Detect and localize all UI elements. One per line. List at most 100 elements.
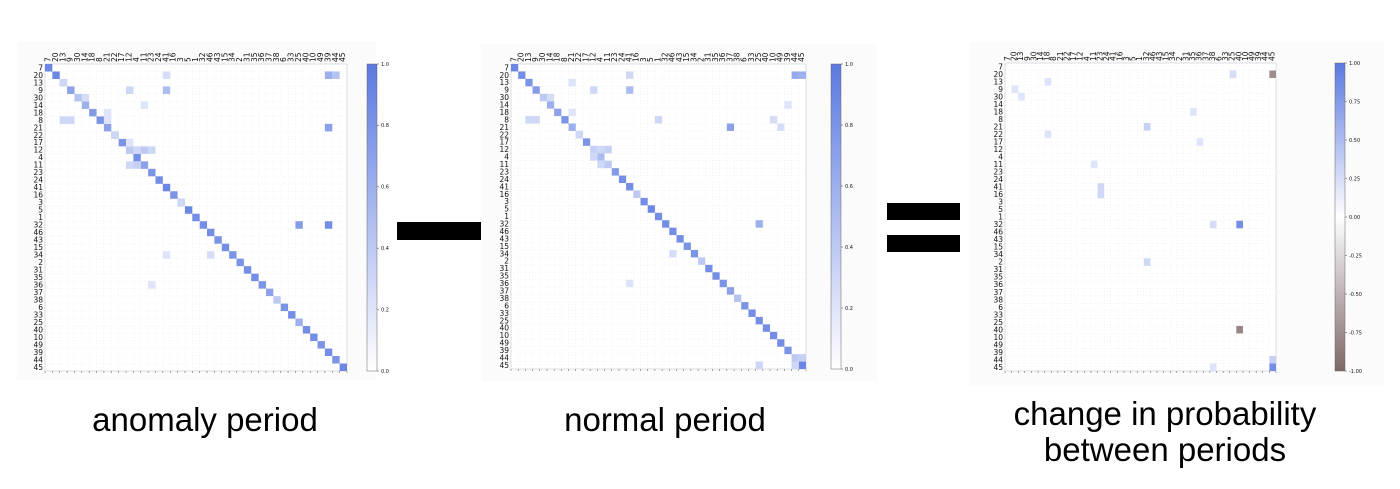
anomaly-cell (126, 146, 134, 154)
normal-y-tick-label: 4 (504, 153, 509, 162)
normal-colorbar (830, 63, 842, 370)
change-y-tick-label: 15 (993, 243, 1003, 252)
change-y-tick-label: 11 (993, 160, 1003, 169)
anomaly-cell (332, 71, 340, 79)
anomaly-y-tick-label: 10 (33, 333, 43, 342)
anomaly-x-tick-label: 41 (161, 52, 170, 62)
normal-x-tick-label: 12 (589, 52, 598, 62)
anomaly-y-tick-label: 14 (33, 101, 43, 110)
anomaly-cell (192, 213, 200, 222)
change-y-tick-label: 24 (993, 175, 1003, 184)
normal-cell (626, 279, 634, 288)
anomaly-cell (236, 258, 244, 267)
normal-y-tick-label: 23 (499, 167, 509, 176)
change-cell (1090, 160, 1098, 169)
anomaly-cell (81, 93, 90, 102)
anomaly-cell (133, 146, 141, 154)
normal-cell (683, 242, 691, 250)
anomaly-x-tick-label: 37 (265, 52, 274, 62)
anomaly-cell (133, 153, 141, 162)
normal-x-tick-label: 24 (617, 52, 626, 62)
change-x-tick-label: 38 (1208, 51, 1217, 61)
change-x-tick-label: 23 (1095, 51, 1104, 61)
normal-cell (575, 130, 583, 139)
normal-cell (568, 123, 576, 131)
normal-cell (568, 78, 576, 87)
change-y-tick-label: 18 (993, 107, 1003, 116)
anomaly-cell (74, 93, 82, 102)
change-cell (1097, 190, 1105, 199)
anomaly-heatmap-panel: 7 20 13 9 30 14 18 8 21 22 17 12 4 11 23 24 41 16 3 5 1 32 46 4… (17, 41, 389, 380)
change-colorbar-label: -0.50 (1349, 292, 1362, 298)
change-y-tick-label: 9 (998, 85, 1003, 94)
normal-y-tick-label: 11 (499, 160, 509, 169)
anomaly-y-tick-label: 46 (33, 228, 43, 237)
normal-x-tick-label: 10 (768, 52, 777, 62)
anomaly-cell (258, 281, 266, 289)
anomaly-x-tick-label: 1 (191, 57, 200, 62)
normal-cell (798, 71, 806, 79)
anomaly-cell (332, 356, 340, 364)
normal-y-tick-label: 24 (499, 175, 509, 184)
change-x-tick-label: 14 (1036, 51, 1045, 61)
anomaly-y-tick-label: 25 (33, 318, 43, 327)
normal-y-tick-label: 32 (499, 220, 509, 229)
change-y-tick-label: 5 (998, 205, 1003, 214)
normal-cell (532, 116, 540, 124)
normal-cell (698, 257, 706, 265)
change-y-tick-label: 33 (993, 310, 1003, 319)
change-x-tick-label: 35 (1188, 51, 1197, 61)
anomaly-y-tick-label: 35 (33, 273, 43, 282)
anomaly-y-tick-label: 12 (33, 146, 43, 155)
normal-cell (633, 190, 641, 198)
anomaly-cell (324, 71, 333, 79)
normal-cell (669, 249, 677, 258)
normal-cell (654, 212, 663, 221)
normal-caption: normal period (564, 401, 766, 438)
normal-cell (626, 86, 634, 94)
change-x-tick-label: 7 (1003, 56, 1012, 61)
change-y-tick-label: 32 (993, 220, 1003, 229)
normal-cell (640, 197, 648, 206)
normal-cell (741, 302, 749, 310)
normal-cell (525, 116, 533, 124)
change-x-tick-label: 9 (1023, 56, 1032, 61)
change-x-tick-label: 41 (1109, 51, 1118, 61)
equals-operator-bottom (887, 235, 960, 252)
normal-x-tick-label: 41 (625, 52, 634, 62)
change-y-tick-label: 46 (993, 228, 1003, 237)
normal-cell (676, 235, 684, 243)
normal-y-tick-label: 14 (499, 101, 509, 110)
anomaly-cell (96, 116, 104, 124)
anomaly-y-tick-label: 34 (33, 251, 43, 260)
change-x-tick-label: 20 (1010, 51, 1019, 61)
anomaly-cell (118, 138, 127, 147)
anomaly-y-tick-label: 5 (38, 206, 43, 215)
normal-cell (618, 175, 627, 184)
normal-x-tick-label: 1 (653, 57, 662, 62)
change-colorbar-label: 0.25 (1349, 176, 1360, 182)
normal-x-tick-label: 23 (610, 52, 619, 62)
anomaly-y-tick-label: 21 (33, 123, 43, 132)
change-x-tick-label: 10 (1241, 51, 1250, 61)
anomaly-y-tick-label: 43 (33, 236, 43, 245)
anomaly-colorbar-label: 0.0 (381, 369, 389, 375)
change-y-tick-label: 8 (998, 115, 1003, 124)
change-x-tick-label: 12 (1076, 51, 1085, 61)
normal-cell (590, 86, 598, 94)
change-colorbar-label: -0.75 (1349, 330, 1362, 336)
anomaly-x-tick-label: 9 (66, 57, 75, 62)
normal-y-tick-label: 46 (499, 227, 509, 236)
normal-y-tick-label: 41 (499, 182, 509, 191)
anomaly-x-tick-label: 39 (323, 52, 332, 62)
normal-x-tick-label: 35 (711, 52, 720, 62)
normal-cell (798, 361, 806, 369)
anomaly-cell (133, 161, 141, 169)
normal-cell (755, 361, 763, 369)
change-y-tick-label: 35 (993, 273, 1003, 282)
normal-y-tick-label: 33 (499, 309, 509, 318)
normal-x-tick-label: 22 (574, 52, 583, 62)
normal-y-tick-label: 37 (499, 286, 509, 295)
normal-x-tick-label: 36 (718, 52, 727, 62)
normal-cell (777, 123, 785, 131)
